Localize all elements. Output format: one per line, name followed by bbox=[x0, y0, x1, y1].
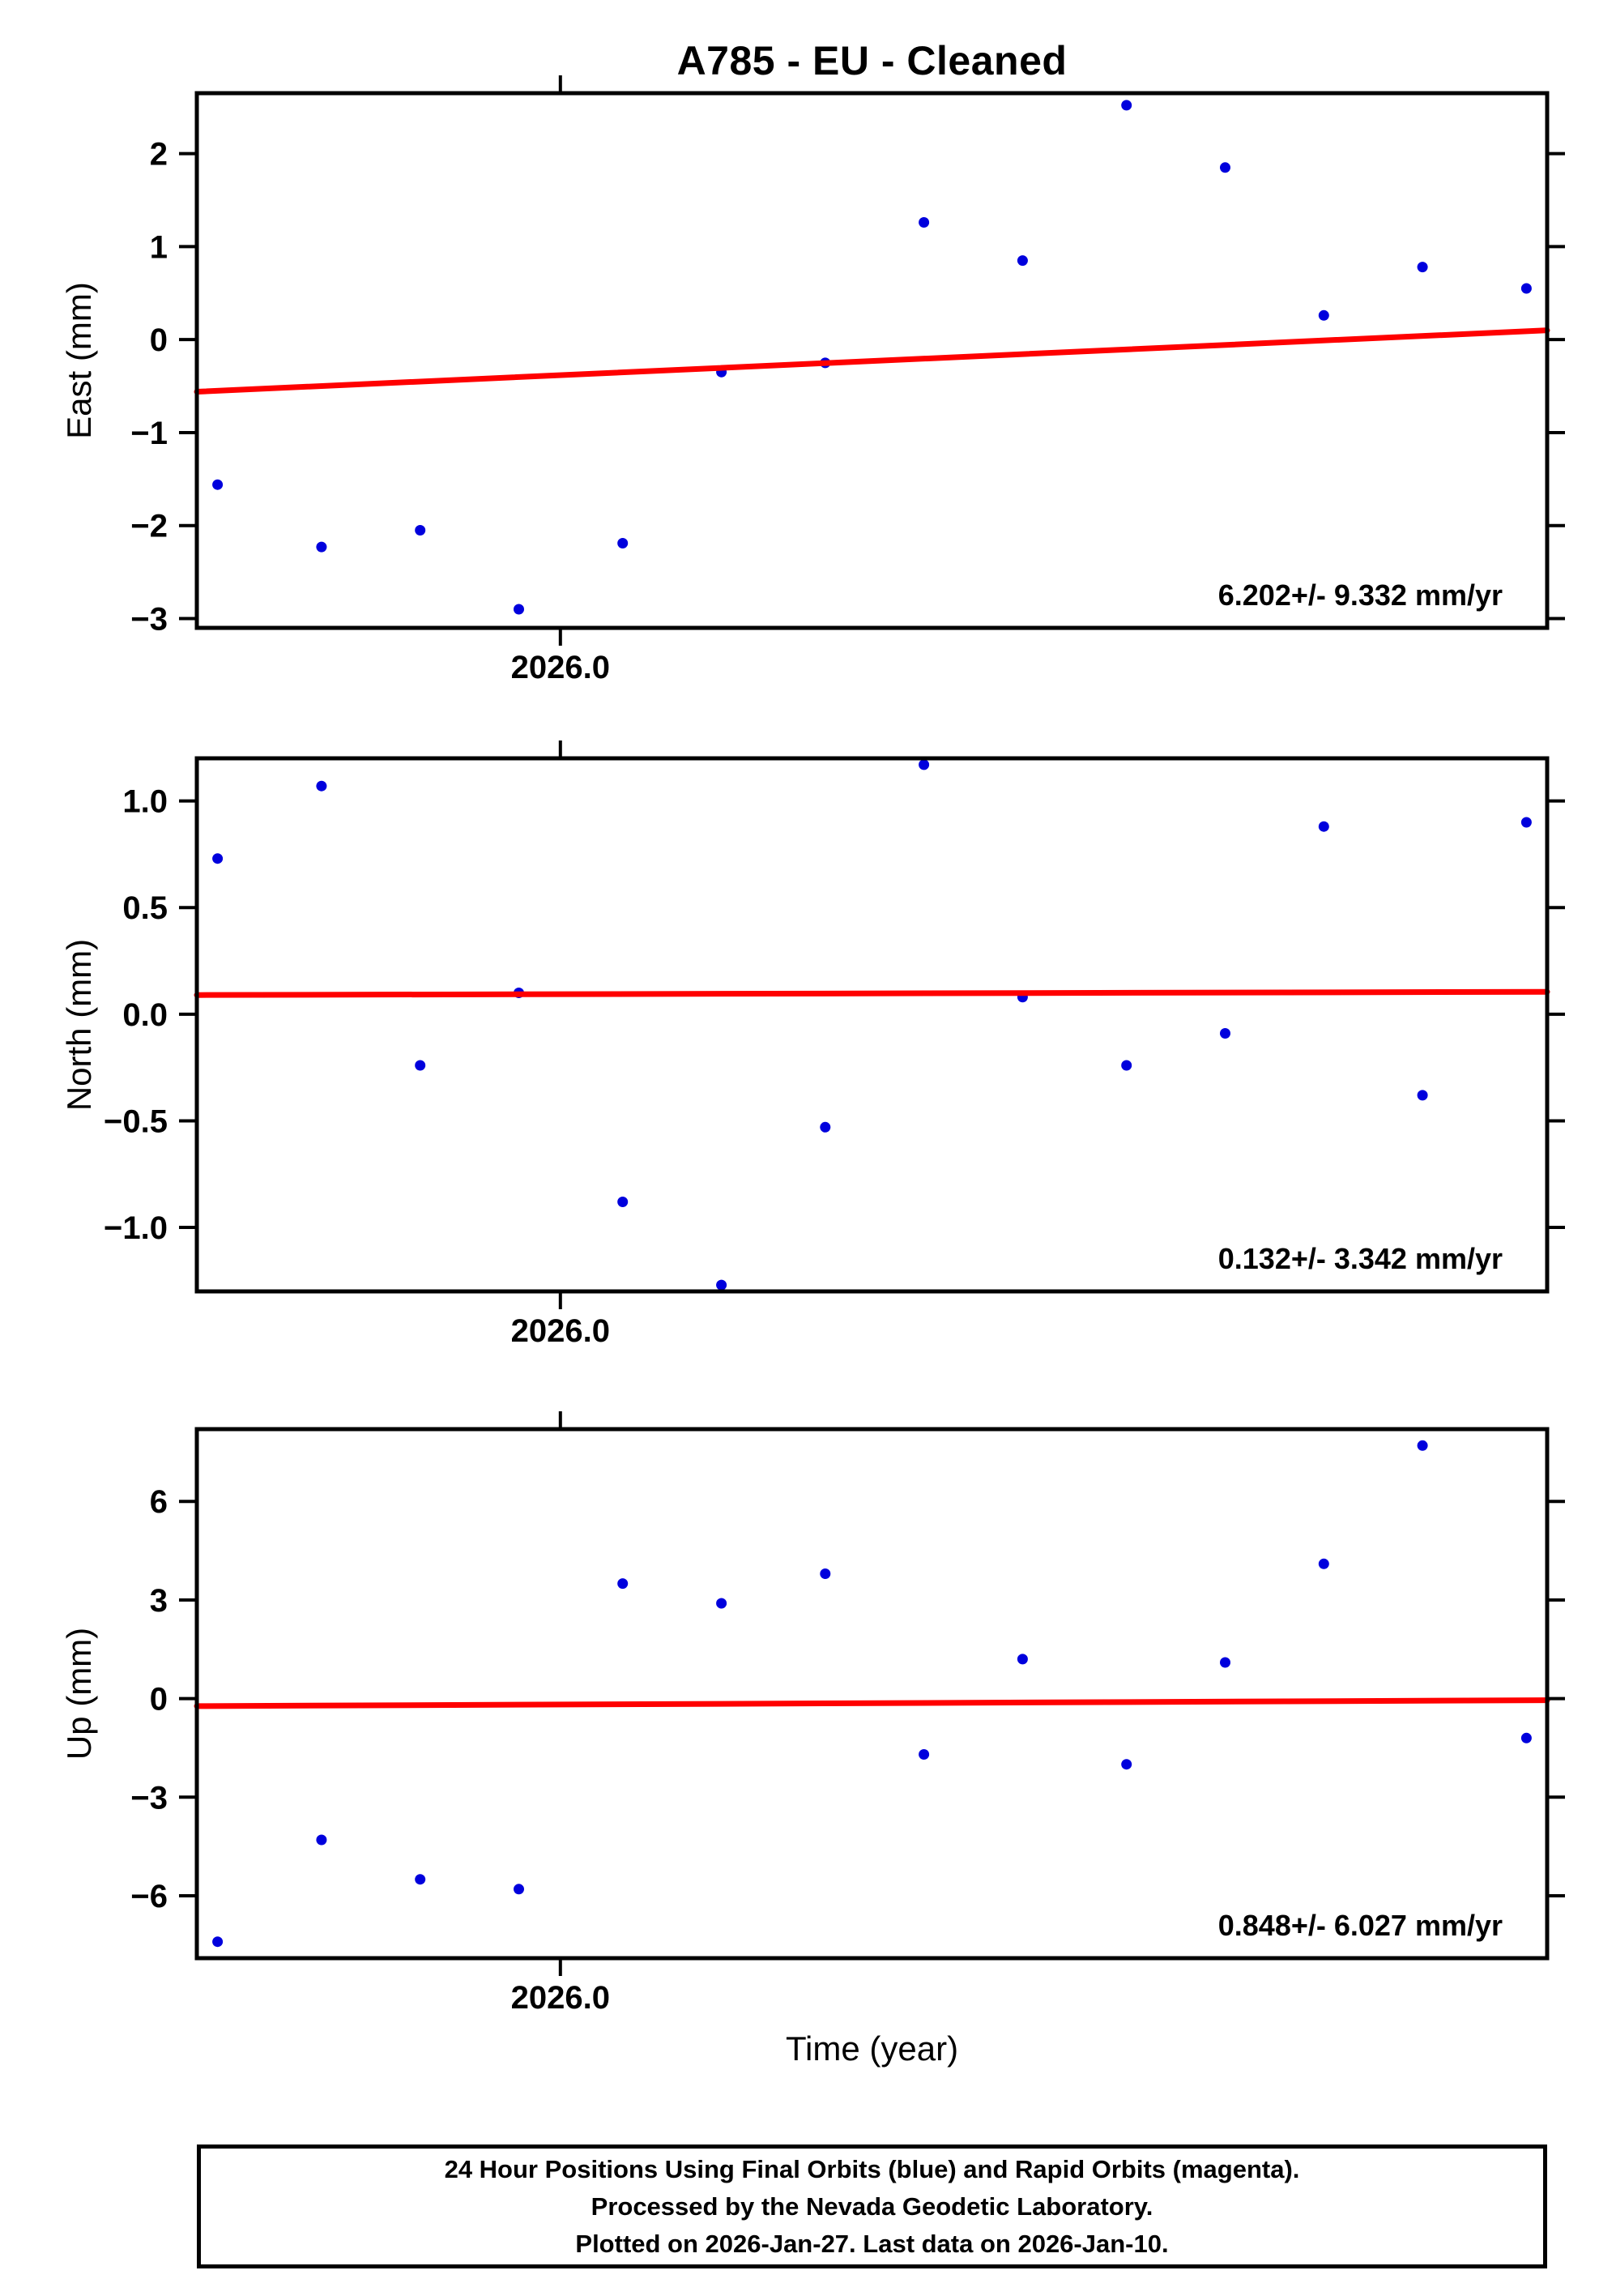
data-point bbox=[415, 525, 426, 536]
y-tick-label: 0.5 bbox=[122, 890, 168, 926]
data-point bbox=[1520, 1732, 1532, 1743]
y-tick-label: 2 bbox=[150, 137, 168, 173]
data-point bbox=[316, 1834, 327, 1846]
data-point bbox=[617, 1578, 629, 1590]
data-point bbox=[415, 1874, 426, 1885]
x-axis-label: Time (year) bbox=[785, 2029, 959, 2068]
data-point bbox=[514, 604, 524, 615]
data-point bbox=[919, 1749, 930, 1760]
data-point bbox=[514, 1884, 524, 1895]
y-tick-label: 1 bbox=[150, 229, 168, 265]
data-point bbox=[1520, 817, 1532, 828]
y-axis-label: North (mm) bbox=[60, 939, 98, 1111]
data-point bbox=[919, 759, 930, 770]
data-point bbox=[1121, 1060, 1132, 1071]
data-point bbox=[1220, 162, 1230, 173]
data-point bbox=[1220, 1657, 1230, 1668]
data-point bbox=[212, 1936, 224, 1948]
y-tick-label: 0 bbox=[150, 322, 168, 358]
x-tick-label: 2026.0 bbox=[511, 650, 610, 685]
data-point bbox=[1318, 821, 1329, 832]
caption-line-processed: Processed by the Nevada Geodetic Laborat… bbox=[591, 2191, 1153, 2221]
y-tick-label: −3 bbox=[130, 602, 168, 638]
data-point bbox=[316, 541, 327, 553]
rate-annotation: 0.848+/- 6.027 mm/yr bbox=[1218, 1909, 1503, 1942]
data-point bbox=[1121, 100, 1132, 111]
data-point bbox=[1017, 255, 1028, 267]
data-point bbox=[1417, 1440, 1428, 1451]
data-point bbox=[415, 1060, 426, 1071]
data-point bbox=[1318, 309, 1329, 321]
y-tick-label: −1 bbox=[130, 416, 168, 451]
plot-frame bbox=[194, 1427, 1550, 1961]
caption-line-orbits: 24 Hour Positions Using Final Orbits (bl… bbox=[444, 2154, 1300, 2183]
data-point bbox=[212, 479, 224, 490]
data-point bbox=[919, 217, 930, 228]
trend-line bbox=[194, 327, 1550, 395]
x-tick-label: 2026.0 bbox=[511, 1980, 610, 2016]
data-point bbox=[1220, 1028, 1230, 1039]
data-point bbox=[820, 1121, 831, 1133]
y-axis-label: East (mm) bbox=[60, 282, 98, 439]
y-tick-label: −0.5 bbox=[104, 1103, 168, 1139]
y-tick-label: −2 bbox=[130, 509, 168, 544]
rate-annotation: 0.132+/- 3.342 mm/yr bbox=[1218, 1242, 1503, 1275]
data-point bbox=[716, 1279, 727, 1291]
y-tick-label: 0.0 bbox=[122, 997, 168, 1033]
panel-up: 6 3 0 −3 −6 2026.0 0.848+/- 6.027 mm/yr Up (mm) bbox=[60, 1411, 1565, 2016]
data-point bbox=[617, 1197, 629, 1207]
data-point bbox=[820, 1568, 831, 1579]
trend-line bbox=[194, 1697, 1550, 1709]
y-axis-label: Up (mm) bbox=[60, 1628, 98, 1760]
data-point bbox=[1417, 262, 1428, 273]
rate-annotation: 6.202+/- 9.332 mm/yr bbox=[1218, 578, 1503, 612]
y-tick-label: −1.0 bbox=[104, 1210, 168, 1246]
y-tick-label: 0 bbox=[150, 1682, 168, 1718]
panel-east: 2 1 0 −1 −2 −3 2026.0 6.202+/- 9.332 mm/yr East … bbox=[60, 75, 1565, 685]
panel-north: 1.0 0.5 0.0 −0.5 −1.0 2026.0 0.132+/- 3.342 mm… bbox=[60, 740, 1565, 1349]
x-tick-label: 2026.0 bbox=[511, 1313, 610, 1349]
data-point bbox=[1121, 1759, 1132, 1770]
data-point bbox=[1017, 1654, 1028, 1665]
caption-line-dates: Plotted on 2026-Jan-27. Last data on 202… bbox=[575, 2229, 1169, 2258]
plot-frame bbox=[194, 91, 1550, 630]
data-point bbox=[1318, 1558, 1329, 1569]
data-point bbox=[212, 853, 224, 864]
y-tick-label: 6 bbox=[150, 1484, 168, 1520]
caption-box: 24 Hour Positions Using Final Orbits (bl… bbox=[197, 2144, 1547, 2268]
y-tick-label: 3 bbox=[150, 1583, 168, 1619]
trend-line bbox=[194, 988, 1550, 998]
data-point bbox=[617, 538, 629, 548]
data-point bbox=[1520, 283, 1532, 294]
y-tick-label: −6 bbox=[130, 1879, 168, 1914]
y-tick-label: 1.0 bbox=[122, 784, 168, 820]
data-point bbox=[1417, 1090, 1428, 1101]
data-point bbox=[716, 1598, 727, 1609]
page-title: A785 - EU - Cleaned bbox=[676, 38, 1068, 83]
y-tick-label: −3 bbox=[130, 1780, 168, 1816]
data-point bbox=[316, 780, 327, 792]
plot-frame bbox=[194, 756, 1550, 1294]
